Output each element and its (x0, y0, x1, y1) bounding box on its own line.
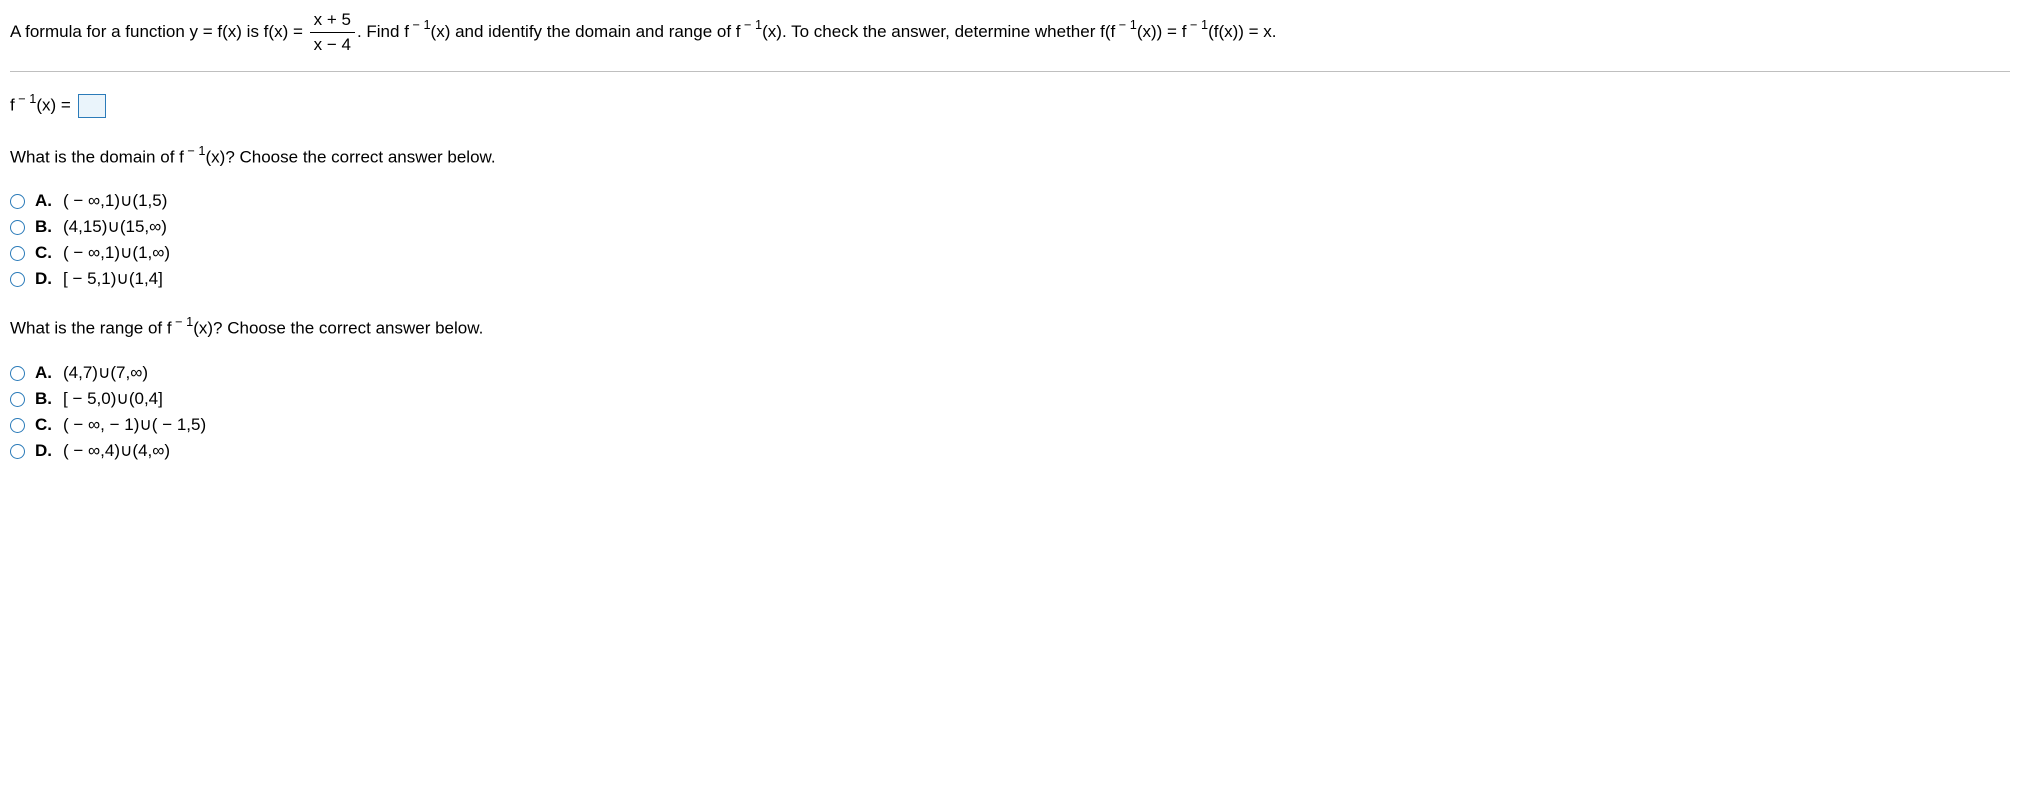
range-question: What is the range of f − 1(x)? Choose th… (10, 315, 2010, 339)
radio-icon[interactable] (10, 366, 25, 381)
choice-text: ( − ∞,1)∪(1,∞) (63, 243, 170, 263)
domain-question-suffix: (x)? Choose the correct answer below. (206, 147, 496, 166)
range-choices: A. (4,7)∪(7,∞) B. [ − 5,0)∪(0,4] C. ( − … (10, 363, 2010, 461)
radio-icon[interactable] (10, 272, 25, 287)
domain-choice-d[interactable]: D. [ − 5,1)∪(1,4] (10, 269, 2010, 289)
choice-label: C. (35, 415, 55, 435)
problem-text-4: (x). To check the answer, determine whet… (762, 22, 1115, 41)
range-choice-d[interactable]: D. ( − ∞,4)∪(4,∞) (10, 441, 2010, 461)
choice-label: D. (35, 441, 55, 461)
answer-superscript: − 1 (15, 91, 37, 106)
fraction-denominator: x − 4 (310, 33, 355, 57)
fraction: x + 5 x − 4 (310, 8, 355, 57)
choice-text: [ − 5,1)∪(1,4] (63, 269, 163, 289)
problem-text-2: . Find f (357, 22, 409, 41)
problem-text-1: A formula for a function y = f(x) is f(x… (10, 22, 308, 41)
superscript-4: − 1 (1186, 17, 1208, 32)
range-choice-b[interactable]: B. [ − 5,0)∪(0,4] (10, 389, 2010, 409)
radio-icon[interactable] (10, 444, 25, 459)
choice-label: D. (35, 269, 55, 289)
radio-icon[interactable] (10, 392, 25, 407)
problem-text-5: (x)) = f (1137, 22, 1187, 41)
domain-question: What is the domain of f − 1(x)? Choose t… (10, 144, 2010, 168)
choice-label: C. (35, 243, 55, 263)
choice-text: ( − ∞, − 1)∪( − 1,5) (63, 415, 206, 435)
superscript-3: − 1 (1115, 17, 1137, 32)
range-choice-a[interactable]: A. (4,7)∪(7,∞) (10, 363, 2010, 383)
answer-suffix: (x) = (36, 95, 75, 114)
radio-icon[interactable] (10, 246, 25, 261)
problem-text-3: (x) and identify the domain and range of… (431, 22, 741, 41)
superscript-2: − 1 (741, 17, 763, 32)
domain-question-prefix: What is the domain of f (10, 147, 184, 166)
range-question-prefix: What is the range of f (10, 319, 172, 338)
radio-icon[interactable] (10, 220, 25, 235)
choice-text: ( − ∞,1)∪(1,5) (63, 191, 167, 211)
choice-text: (4,15)∪(15,∞) (63, 217, 167, 237)
domain-choice-b[interactable]: B. (4,15)∪(15,∞) (10, 217, 2010, 237)
domain-choice-c[interactable]: C. ( − ∞,1)∪(1,∞) (10, 243, 2010, 263)
choice-label: B. (35, 389, 55, 409)
domain-choice-a[interactable]: A. ( − ∞,1)∪(1,5) (10, 191, 2010, 211)
fraction-numerator: x + 5 (310, 8, 355, 33)
radio-icon[interactable] (10, 418, 25, 433)
range-question-sup: − 1 (172, 314, 194, 329)
choice-text: ( − ∞,4)∪(4,∞) (63, 441, 170, 461)
domain-question-sup: − 1 (184, 143, 206, 158)
choice-label: A. (35, 191, 55, 211)
problem-text-6: (f(x)) = x. (1208, 22, 1276, 41)
choice-label: A. (35, 363, 55, 383)
domain-choices: A. ( − ∞,1)∪(1,5) B. (4,15)∪(15,∞) C. ( … (10, 191, 2010, 289)
radio-icon[interactable] (10, 194, 25, 209)
choice-label: B. (35, 217, 55, 237)
range-choice-c[interactable]: C. ( − ∞, − 1)∪( − 1,5) (10, 415, 2010, 435)
answer-input[interactable] (78, 94, 106, 118)
problem-statement: A formula for a function y = f(x) is f(x… (10, 8, 2010, 72)
superscript-1: − 1 (409, 17, 431, 32)
choice-text: (4,7)∪(7,∞) (63, 363, 148, 383)
choice-text: [ − 5,0)∪(0,4] (63, 389, 163, 409)
answer-line: f − 1(x) = (10, 92, 2010, 118)
range-question-suffix: (x)? Choose the correct answer below. (193, 319, 483, 338)
